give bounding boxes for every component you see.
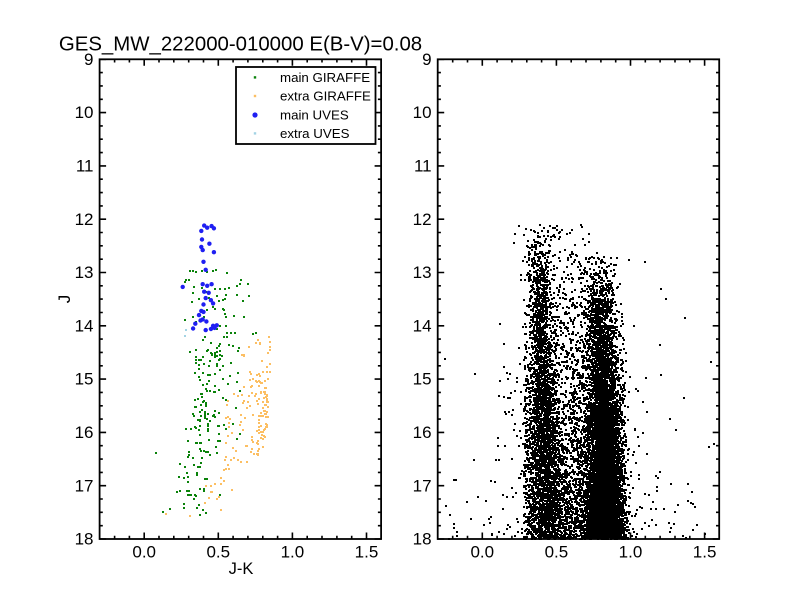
svg-text:15: 15 (413, 370, 432, 389)
svg-text:16: 16 (75, 423, 94, 442)
svg-text:J: J (55, 295, 74, 304)
svg-text:18: 18 (75, 530, 94, 549)
svg-text:16: 16 (413, 423, 432, 442)
svg-text:GES_MW_222000-010000 E(B-V)=0.: GES_MW_222000-010000 E(B-V)=0.08 (59, 34, 422, 56)
svg-text:0.5: 0.5 (206, 543, 230, 562)
svg-text:1.5: 1.5 (355, 543, 379, 562)
svg-text:14: 14 (75, 316, 94, 335)
svg-text:18: 18 (413, 530, 432, 549)
svg-text:17: 17 (75, 476, 94, 495)
svg-text:1.0: 1.0 (619, 543, 643, 562)
svg-text:17: 17 (413, 476, 432, 495)
svg-text:11: 11 (414, 157, 432, 176)
svg-text:12: 12 (75, 210, 94, 229)
svg-text:11: 11 (76, 157, 94, 176)
svg-text:1.0: 1.0 (281, 543, 305, 562)
svg-text:14: 14 (413, 316, 432, 335)
svg-text:J-K: J-K (229, 560, 254, 578)
svg-text:15: 15 (75, 370, 94, 389)
svg-text:0.0: 0.0 (470, 543, 494, 562)
svg-text:main UVES: main UVES (280, 108, 349, 123)
svg-text:9: 9 (422, 50, 431, 69)
svg-text:1.5: 1.5 (693, 543, 717, 562)
svg-text:0.5: 0.5 (545, 543, 569, 562)
svg-text:0.0: 0.0 (132, 543, 156, 562)
svg-text:extra GIRAFFE: extra GIRAFFE (280, 89, 371, 104)
svg-text:10: 10 (413, 103, 432, 122)
svg-text:12: 12 (413, 210, 432, 229)
svg-text:13: 13 (75, 263, 94, 282)
svg-text:main GIRAFFE: main GIRAFFE (280, 70, 370, 85)
svg-text:9: 9 (84, 50, 93, 69)
svg-text:13: 13 (413, 263, 432, 282)
svg-text:extra UVES: extra UVES (280, 126, 350, 141)
svg-text:10: 10 (75, 103, 94, 122)
